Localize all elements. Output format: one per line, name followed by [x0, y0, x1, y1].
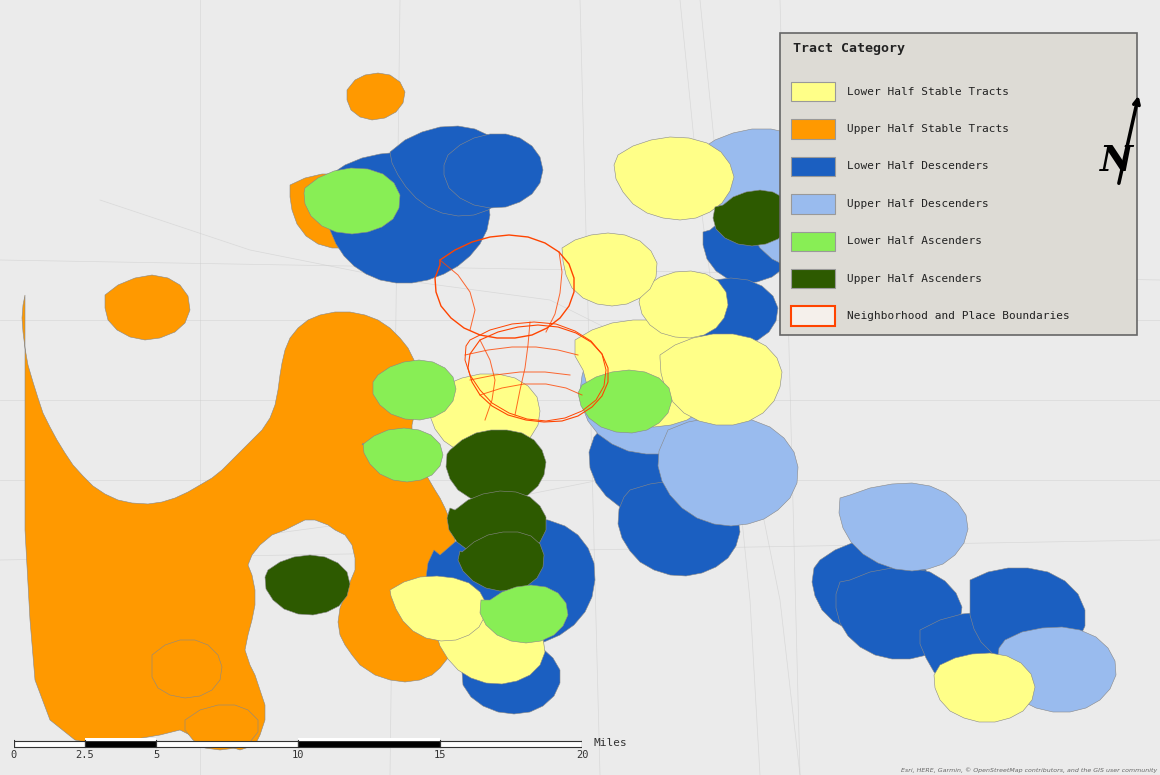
Polygon shape	[325, 152, 490, 283]
Bar	[791, 306, 835, 326]
Text: Lower Half Ascenders: Lower Half Ascenders	[847, 236, 981, 246]
Polygon shape	[713, 190, 792, 246]
Text: Miles: Miles	[594, 738, 628, 748]
Polygon shape	[347, 73, 405, 120]
Polygon shape	[578, 370, 672, 433]
Polygon shape	[749, 196, 855, 269]
Polygon shape	[934, 653, 1035, 722]
Polygon shape	[106, 275, 190, 340]
Bar	[791, 119, 835, 139]
Polygon shape	[580, 344, 730, 454]
Polygon shape	[152, 640, 222, 698]
Text: 0: 0	[10, 750, 17, 760]
Text: 20: 20	[577, 750, 588, 760]
Polygon shape	[589, 411, 738, 521]
Polygon shape	[390, 576, 486, 641]
Bar	[791, 232, 835, 251]
Bar	[791, 157, 835, 176]
Polygon shape	[447, 491, 546, 559]
Polygon shape	[839, 483, 967, 571]
Polygon shape	[362, 428, 443, 482]
Bar	[85, 739, 157, 741]
Polygon shape	[658, 417, 798, 526]
Polygon shape	[445, 430, 546, 504]
Polygon shape	[970, 568, 1085, 665]
Polygon shape	[614, 137, 734, 220]
Polygon shape	[660, 334, 782, 425]
Polygon shape	[703, 210, 793, 283]
Text: N: N	[1100, 144, 1132, 178]
Text: Upper Half Ascenders: Upper Half Ascenders	[847, 274, 981, 284]
Polygon shape	[618, 481, 740, 576]
Polygon shape	[462, 641, 560, 714]
Text: Tract Category: Tract Category	[793, 42, 906, 55]
Bar	[791, 194, 835, 214]
Text: Neighborhood and Place Boundaries: Neighborhood and Place Boundaries	[847, 311, 1070, 321]
Polygon shape	[996, 627, 1116, 712]
Bar	[298, 739, 441, 741]
Polygon shape	[184, 705, 258, 750]
Bar	[298, 741, 441, 747]
Polygon shape	[430, 374, 541, 457]
Text: 10: 10	[292, 750, 304, 760]
Polygon shape	[920, 612, 1038, 695]
Polygon shape	[426, 518, 595, 647]
Polygon shape	[304, 168, 400, 234]
Polygon shape	[639, 271, 728, 338]
FancyBboxPatch shape	[780, 33, 1137, 335]
Text: Upper Half Stable Tracts: Upper Half Stable Tracts	[847, 124, 1009, 134]
Bar	[155, 741, 298, 747]
Polygon shape	[480, 585, 568, 643]
Polygon shape	[390, 126, 512, 216]
Text: Lower Half Descenders: Lower Half Descenders	[847, 161, 988, 171]
Bar	[791, 269, 835, 288]
Polygon shape	[698, 129, 825, 222]
Polygon shape	[264, 555, 350, 615]
Polygon shape	[836, 568, 962, 659]
Polygon shape	[751, 164, 867, 253]
Bar	[85, 741, 157, 747]
Polygon shape	[22, 295, 455, 750]
Polygon shape	[812, 540, 930, 633]
Polygon shape	[435, 614, 545, 684]
Text: 2.5: 2.5	[75, 750, 94, 760]
Text: Lower Half Stable Tracts: Lower Half Stable Tracts	[847, 87, 1009, 97]
Polygon shape	[561, 233, 657, 306]
Polygon shape	[684, 278, 778, 346]
Polygon shape	[575, 320, 720, 427]
Polygon shape	[458, 532, 544, 591]
Bar	[14, 741, 85, 747]
Polygon shape	[374, 360, 456, 420]
Bar	[791, 82, 835, 102]
Bar	[441, 741, 582, 747]
Text: Esri, HERE, Garmin, © OpenStreetMap contributors, and the GIS user community: Esri, HERE, Garmin, © OpenStreetMap cont…	[901, 767, 1158, 773]
Polygon shape	[444, 134, 543, 208]
Polygon shape	[290, 174, 385, 248]
Text: 5: 5	[153, 750, 159, 760]
Text: 15: 15	[434, 750, 447, 760]
Text: Upper Half Descenders: Upper Half Descenders	[847, 199, 988, 208]
